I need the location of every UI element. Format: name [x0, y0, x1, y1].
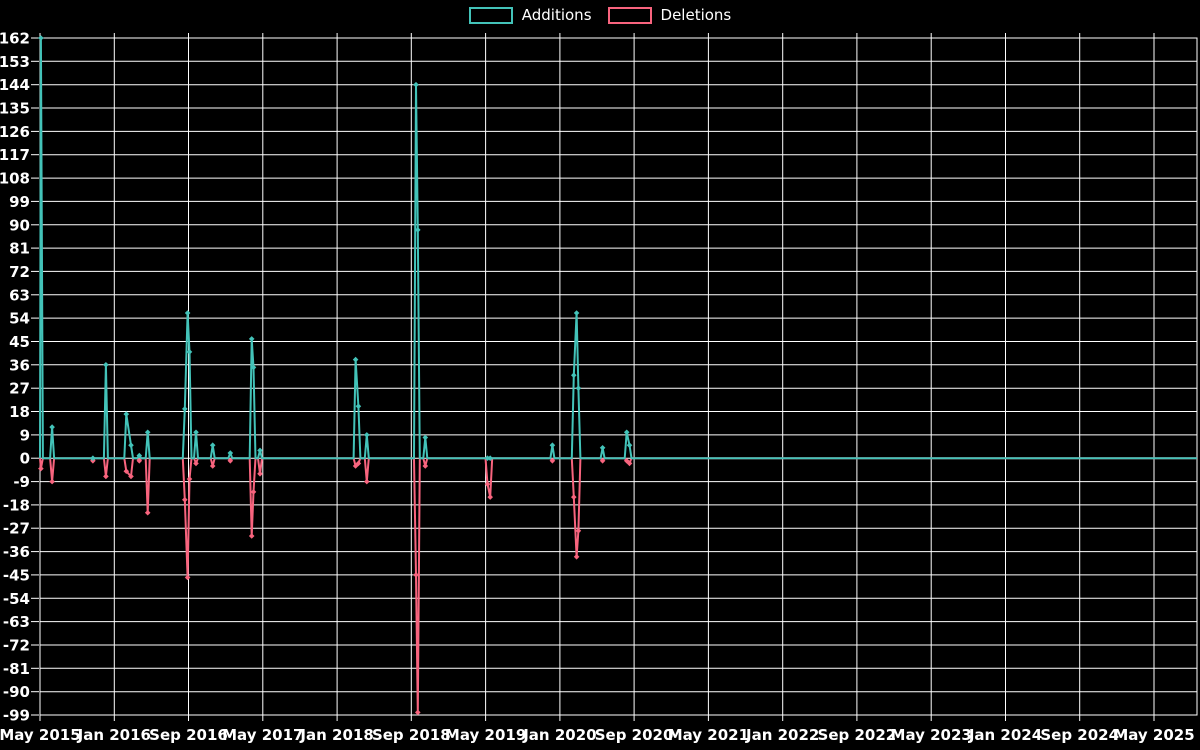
legend-item-additions: Additions — [468, 6, 592, 24]
y-tick-label: 9 — [20, 426, 30, 444]
y-tick-label: 54 — [9, 310, 30, 328]
y-tick-label: -63 — [3, 613, 30, 631]
series-additions — [38, 35, 1197, 461]
x-tick-label: Jan 2018 — [299, 726, 373, 744]
y-tick-label: -81 — [3, 660, 30, 678]
y-tick-label: 162 — [0, 30, 30, 48]
y-tick-label: 108 — [0, 170, 30, 188]
x-tick-label: Sep 2024 — [1040, 726, 1119, 744]
y-tick-label: -99 — [3, 707, 30, 725]
y-tick-label: -9 — [13, 473, 30, 491]
x-tick-label: Sep 2022 — [818, 726, 897, 744]
y-tick-label: -72 — [3, 637, 30, 655]
y-tick-label: 153 — [0, 53, 30, 71]
y-tick-label: -36 — [3, 543, 30, 561]
y-tick-label: 72 — [9, 263, 30, 281]
x-tick-label: May 2023 — [891, 726, 972, 744]
y-tick-label: 0 — [20, 450, 30, 468]
legend-label-additions: Additions — [521, 6, 592, 24]
plot-border — [39, 37, 1198, 716]
series-deletions — [38, 457, 1197, 716]
x-tick-label: May 2015 — [0, 726, 81, 744]
x-tick-label: Jan 2022 — [745, 726, 819, 744]
x-tick-label: Sep 2020 — [595, 726, 674, 744]
x-tick-label: Jan 2020 — [522, 726, 596, 744]
y-tick-label: -27 — [3, 520, 30, 538]
y-tick-label: 36 — [9, 356, 30, 374]
y-tick-label: 18 — [9, 403, 30, 421]
legend-item-deletions: Deletions — [607, 6, 732, 24]
x-tick-label: May 2025 — [1113, 726, 1194, 744]
y-tick-label: 144 — [0, 76, 30, 94]
y-tick-label: 27 — [9, 380, 30, 398]
deletions-swatch-icon — [607, 7, 652, 24]
y-tick-label: 99 — [9, 193, 30, 211]
y-tick-label: 126 — [0, 123, 30, 141]
x-tick-label: May 2021 — [668, 726, 749, 744]
x-tick-label: Jan 2016 — [77, 726, 151, 744]
y-tick-label: -18 — [3, 496, 30, 514]
y-grid: 1621531441351261171089990817263544536271… — [0, 30, 1197, 725]
x-tick-label: Jan 2024 — [968, 726, 1042, 744]
legend-label-deletions: Deletions — [660, 6, 732, 24]
y-tick-label: 45 — [9, 333, 30, 351]
x-tick-label: May 2019 — [445, 726, 526, 744]
y-tick-label: 117 — [0, 146, 30, 164]
y-tick-label: 90 — [9, 216, 30, 234]
y-tick-label: -90 — [3, 683, 30, 701]
x-tick-label: May 2017 — [222, 726, 303, 744]
additions-swatch-icon — [468, 7, 513, 24]
chart-legend: Additions Deletions — [0, 7, 1200, 24]
y-tick-label: 135 — [0, 100, 30, 118]
x-tick-label: Sep 2016 — [149, 726, 228, 744]
x-tick-label: Sep 2018 — [372, 726, 451, 744]
y-tick-label: -54 — [3, 590, 30, 608]
y-tick-label: 81 — [9, 240, 30, 258]
y-tick-label: -45 — [3, 566, 30, 584]
y-tick-label: 63 — [9, 286, 30, 304]
